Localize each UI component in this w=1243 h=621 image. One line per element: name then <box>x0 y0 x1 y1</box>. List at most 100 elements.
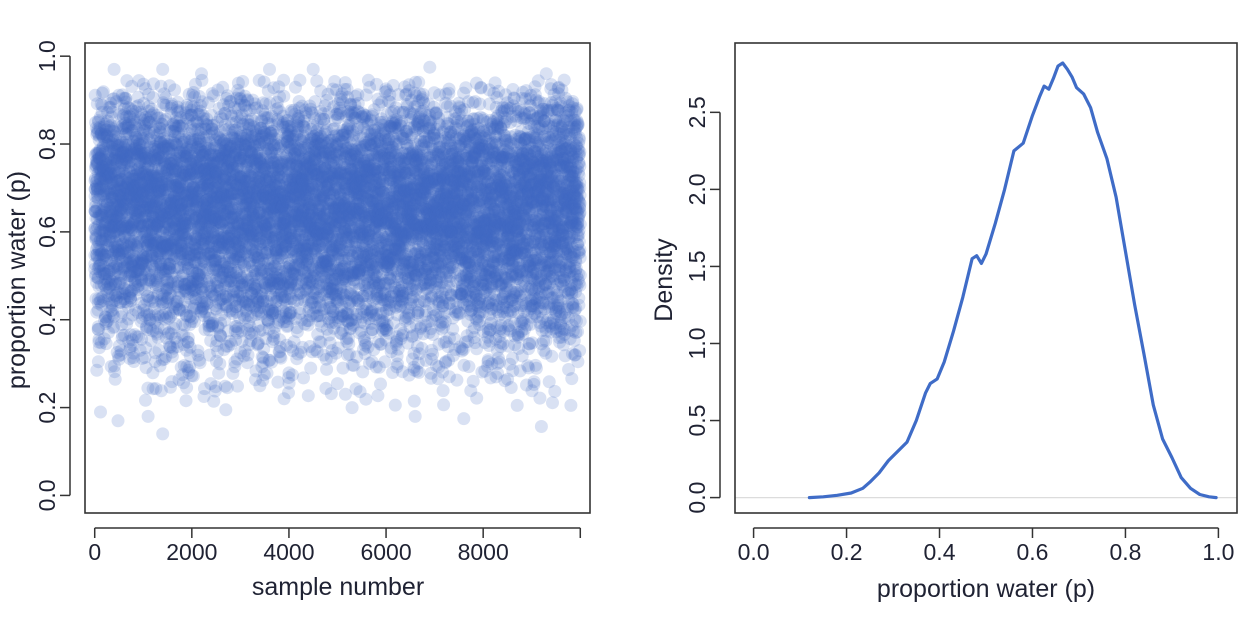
scatter-point <box>100 226 114 240</box>
scatter-point <box>88 262 102 276</box>
scatter-point <box>90 250 104 264</box>
scatter-point <box>103 204 117 218</box>
scatter-point <box>95 148 109 161</box>
scatter-point <box>95 246 109 260</box>
scatter-point <box>95 211 109 225</box>
scatter-point <box>91 303 105 317</box>
scatter-point <box>92 280 106 294</box>
scatter-point <box>94 152 107 166</box>
scatter-point <box>98 195 112 209</box>
scatter-point <box>103 282 117 296</box>
scatter-point <box>88 189 102 203</box>
scatter-point <box>96 85 110 99</box>
scatter-point <box>103 140 117 154</box>
scatter-point <box>95 105 109 119</box>
scatter-point <box>103 209 117 223</box>
scatter-point <box>103 176 117 190</box>
scatter-point <box>97 248 111 262</box>
scatter-point <box>90 153 104 167</box>
scatter-point <box>90 181 104 195</box>
scatter-point <box>96 232 110 245</box>
scatter-point <box>94 279 108 292</box>
scatter-point <box>95 164 109 178</box>
scatter-point <box>97 294 111 308</box>
scatter-panel: 0 2000 4000 6000 8000 0.00.20.40.60.81.0 sam… <box>3 40 591 601</box>
scatter-point <box>88 222 102 236</box>
scatter-point <box>89 205 103 218</box>
scatter-point <box>93 265 107 279</box>
scatter-point <box>94 259 108 272</box>
scatter-point <box>88 174 102 187</box>
scatter-point <box>88 221 102 235</box>
scatter-point <box>97 221 111 235</box>
scatter-point <box>96 223 110 237</box>
scatter-point <box>98 171 112 185</box>
scatter-point <box>91 320 105 334</box>
scatter-point <box>88 148 102 162</box>
scatter-point <box>94 336 108 350</box>
scatter-point <box>103 187 117 201</box>
scatter-point <box>90 248 103 262</box>
scatter-point <box>101 114 115 128</box>
scatter-point <box>93 123 107 136</box>
scatter-point <box>103 222 116 236</box>
scatter-point <box>104 124 117 137</box>
scatter-point <box>98 267 112 281</box>
scatter-point <box>90 157 104 171</box>
scatter-point <box>98 278 112 292</box>
scatter-point <box>293 73 307 87</box>
scatter-point <box>97 218 111 232</box>
scatter-point <box>92 209 106 223</box>
scatter-point <box>101 244 115 258</box>
scatter-point <box>103 219 117 233</box>
scatter-point <box>101 187 115 201</box>
scatter-point <box>100 198 114 212</box>
scatter-point <box>89 242 103 256</box>
scatter-point <box>91 355 105 369</box>
scatter-point <box>92 151 106 165</box>
scatter-point <box>100 267 114 281</box>
scatter-point <box>88 182 102 196</box>
scatter-point <box>96 129 110 143</box>
scatter-point <box>94 126 108 140</box>
scatter-point <box>93 253 106 267</box>
scatter-point <box>101 157 115 171</box>
scatter-point <box>95 169 109 183</box>
scatter-point <box>91 271 105 285</box>
scatter-point <box>99 167 113 181</box>
scatter-point <box>103 234 117 248</box>
scatter-point <box>90 248 104 262</box>
scatter-point <box>99 123 113 137</box>
scatter-point <box>100 164 114 178</box>
scatter-point <box>88 257 102 271</box>
scatter-point <box>96 141 110 155</box>
scatter-point <box>95 208 109 222</box>
scatter-point <box>96 198 110 212</box>
scatter-point <box>98 233 112 247</box>
scatter-point <box>97 172 111 186</box>
scatter-point <box>96 263 110 277</box>
scatter-point <box>101 167 115 181</box>
scatter-point <box>103 170 117 184</box>
scatter-point <box>277 89 291 103</box>
scatter-point <box>90 276 104 289</box>
scatter-point <box>92 235 106 249</box>
scatter-point <box>277 73 291 87</box>
scatter-points <box>88 60 587 441</box>
scatter-point <box>101 289 115 303</box>
scatter-point <box>100 181 114 195</box>
scatter-point <box>94 164 108 177</box>
scatter-point <box>99 337 113 351</box>
scatter-point <box>97 251 110 264</box>
scatter-point <box>90 154 103 168</box>
scatter-point <box>92 341 106 355</box>
scatter-point <box>95 144 109 158</box>
scatter-point <box>95 224 109 238</box>
scatter-point <box>100 252 114 266</box>
scatter-point <box>93 181 107 195</box>
scatter-point <box>103 300 117 314</box>
scatter-point <box>92 150 106 164</box>
scatter-point <box>99 249 113 263</box>
scatter-point <box>90 184 104 198</box>
scatter-point <box>94 208 108 222</box>
